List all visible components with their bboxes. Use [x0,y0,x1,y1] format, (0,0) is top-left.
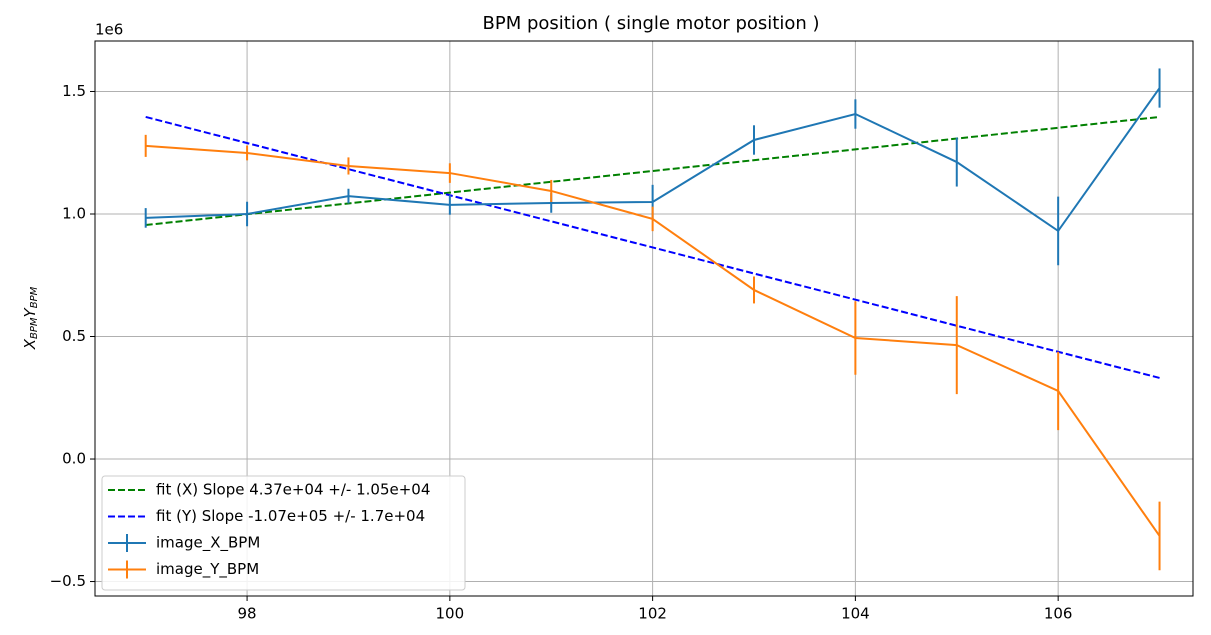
plot-frame [94,40,1194,597]
y-label-part: X [21,338,39,350]
legend-label: fit (X) Slope 4.37e+04 +/- 1.05e+04 [156,481,430,499]
x-tick-label: 98 [238,605,257,623]
y-tick-label: 1.0 [62,204,86,222]
y-tick-label: 1.5 [62,82,86,100]
legend-label: image_X_BPM [156,534,260,553]
x-tick-label: 106 [1044,605,1073,623]
y-tick-label: 0.5 [62,327,86,345]
x-tick-label: 102 [638,605,667,623]
x-tick-label: 104 [841,605,870,623]
chart-title: BPM position ( single motor position ) [482,13,819,34]
legend-label: fit (Y) Slope -1.07e+05 +/- 1.7e+04 [156,507,425,525]
y-label-part: BPM [29,286,40,308]
y-tick-label: −0.5 [50,572,86,590]
y-axis-label: XBPMYBPM [21,286,41,350]
x-tick-label: 100 [436,605,465,623]
y-tick-label: 0.0 [62,450,86,468]
y-label-part: BPM [29,317,40,339]
legend-label: image_Y_BPM [156,560,259,579]
series-line [145,115,1160,379]
y-label-part: Y [21,306,39,317]
legend-box [101,475,466,591]
offset-text: 1e6 [95,21,123,39]
